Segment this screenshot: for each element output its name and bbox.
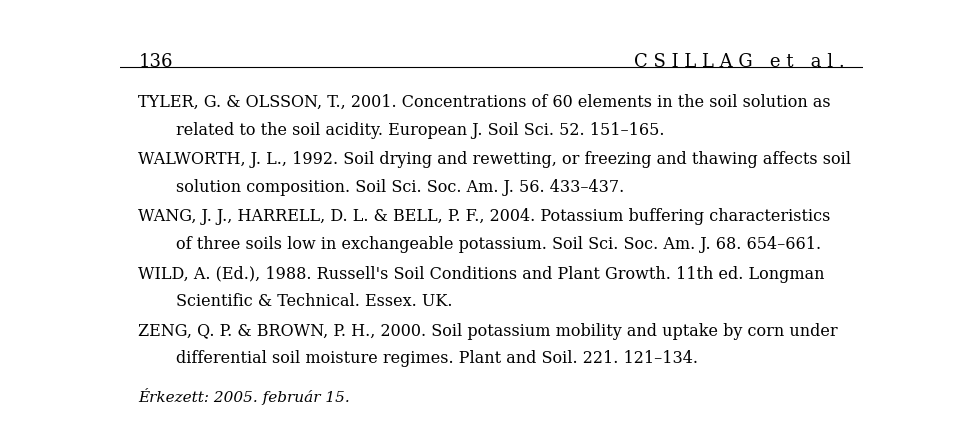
Text: Érkezett: 2005. február 15.: Érkezett: 2005. február 15.	[138, 388, 350, 405]
Text: solution composition. Soil Sci. Soc. Am. J. 56. 433–437.: solution composition. Soil Sci. Soc. Am.…	[175, 179, 624, 196]
Text: 136: 136	[138, 53, 173, 71]
Text: related to the soil acidity. European J. Soil Sci. 52. 151–165.: related to the soil acidity. European J.…	[175, 122, 665, 139]
Text: WILD, A. (Ed.), 1988. Russell's Soil Conditions and Plant Growth. 11th ed. Longm: WILD, A. (Ed.), 1988. Russell's Soil Con…	[138, 266, 825, 283]
Text: Scientific & Technical. Essex. UK.: Scientific & Technical. Essex. UK.	[175, 293, 452, 310]
Text: ZENG, Q. P. & BROWN, P. H., 2000. Soil potassium mobility and uptake by corn und: ZENG, Q. P. & BROWN, P. H., 2000. Soil p…	[138, 323, 838, 340]
Text: WALWORTH, J. L., 1992. Soil drying and rewetting, or freezing and thawing affect: WALWORTH, J. L., 1992. Soil drying and r…	[138, 151, 852, 168]
Text: WANG, J. J., HARRELL, D. L. & BELL, P. F., 2004. Potassium buffering characteris: WANG, J. J., HARRELL, D. L. & BELL, P. F…	[138, 208, 830, 225]
Text: of three soils low in exchangeable potassium. Soil Sci. Soc. Am. J. 68. 654–661.: of three soils low in exchangeable potas…	[175, 236, 821, 253]
Text: TYLER, G. & OLSSON, T., 2001. Concentrations of 60 elements in the soil solution: TYLER, G. & OLSSON, T., 2001. Concentrat…	[138, 94, 831, 111]
Text: differential soil moisture regimes. Plant and Soil. 221. 121–134.: differential soil moisture regimes. Plan…	[175, 350, 697, 367]
Text: C S I L L A G   e t   a l .: C S I L L A G e t a l .	[634, 53, 845, 71]
